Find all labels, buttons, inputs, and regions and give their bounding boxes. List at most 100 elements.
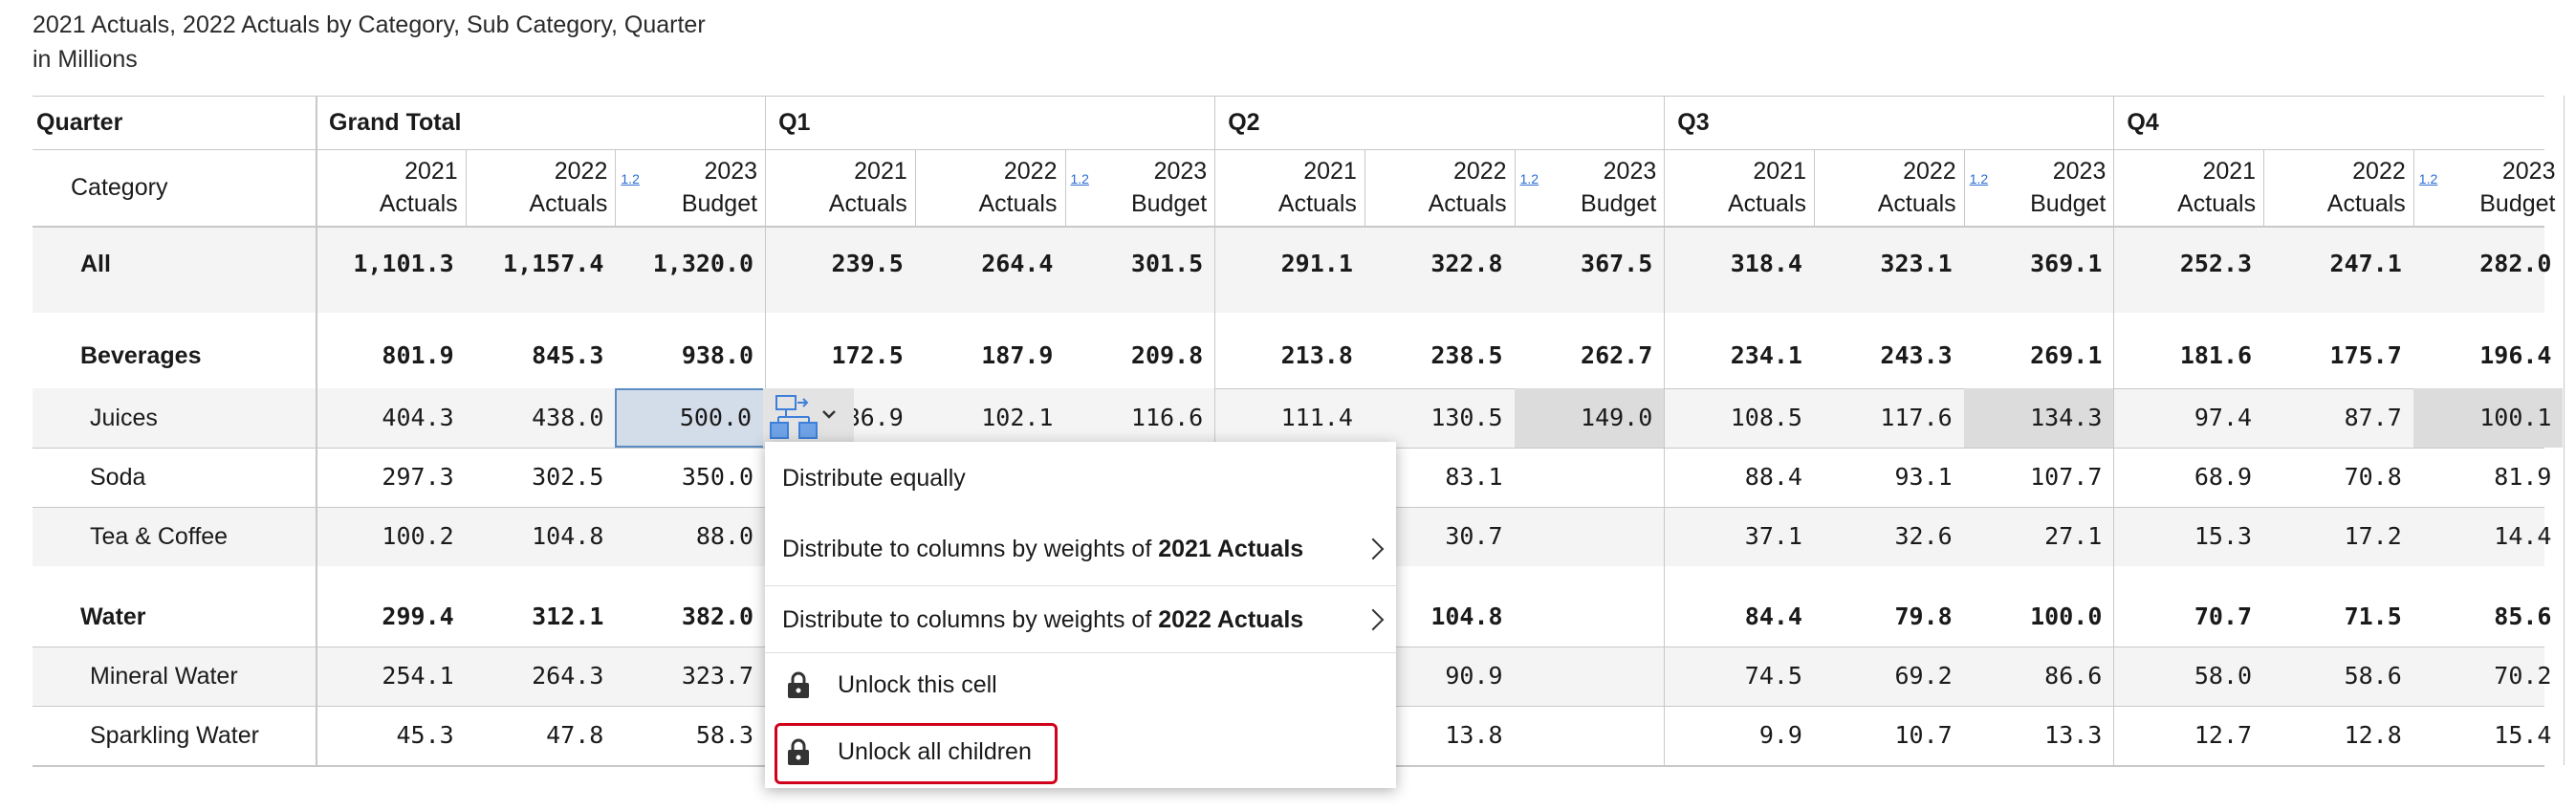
cell-action-toolbar[interactable]: [763, 388, 854, 448]
data-cell[interactable]: 291.1: [1280, 250, 1353, 277]
data-cell[interactable]: 14.4: [2494, 522, 2552, 550]
scale-badge[interactable]: 1.2: [2418, 171, 2438, 186]
data-cell[interactable]: 196.4: [2479, 341, 2552, 369]
data-cell[interactable]: 187.9: [981, 341, 1054, 369]
data-cell[interactable]: 247.1: [2329, 250, 2402, 277]
data-cell[interactable]: 70.8: [2344, 463, 2402, 491]
data-cell[interactable]: 15.3: [2194, 522, 2253, 550]
data-cell[interactable]: 938.0: [681, 341, 754, 369]
data-cell[interactable]: 322.8: [1430, 250, 1503, 277]
data-cell[interactable]: 243.3: [1880, 341, 1953, 369]
data-cell[interactable]: 70.7: [2194, 603, 2253, 630]
measure-header[interactable]: 2023 Budget: [1065, 151, 1215, 224]
data-cell[interactable]: 264.4: [981, 250, 1054, 277]
data-cell[interactable]: 301.5: [1130, 250, 1204, 277]
data-cell[interactable]: 97.4: [2194, 404, 2253, 431]
data-cell[interactable]: 262.7: [1581, 341, 1653, 369]
data-cell[interactable]: 81.9: [2494, 463, 2552, 491]
menu-item[interactable]: Distribute equally: [765, 449, 1396, 507]
row-label[interactable]: Sparkling Water: [90, 722, 259, 749]
data-cell[interactable]: 88.4: [1744, 463, 1802, 491]
row-label[interactable]: Soda: [90, 464, 146, 491]
measure-header[interactable]: 2022 Actuals: [915, 151, 1065, 224]
data-cell[interactable]: 107.7: [2030, 463, 2103, 491]
measure-header[interactable]: 2023 Budget: [615, 151, 765, 224]
data-cell[interactable]: 47.8: [546, 721, 604, 749]
data-cell[interactable]: 90.9: [1445, 662, 1503, 690]
data-cell[interactable]: 318.4: [1730, 250, 1802, 277]
data-cell[interactable]: 32.6: [1894, 522, 1953, 550]
data-cell[interactable]: 9.9: [1758, 721, 1802, 749]
row-label[interactable]: Mineral Water: [90, 663, 238, 690]
scale-badge[interactable]: 1.2: [621, 171, 640, 186]
data-cell[interactable]: 13.8: [1445, 721, 1503, 749]
data-cell[interactable]: 58.6: [2344, 662, 2402, 690]
quarter-header[interactable]: Q1: [778, 109, 811, 136]
quarter-dimension-label[interactable]: Quarter: [36, 109, 123, 136]
data-cell[interactable]: 68.9: [2194, 463, 2253, 491]
quarter-header[interactable]: Q4: [2127, 109, 2159, 136]
scale-badge[interactable]: 1.2: [1519, 171, 1539, 186]
measure-header[interactable]: 2021 Actuals: [316, 151, 466, 224]
quarter-header[interactable]: Q2: [1228, 109, 1260, 136]
data-cell[interactable]: 130.5: [1430, 404, 1503, 431]
data-cell[interactable]: 297.3: [382, 463, 454, 491]
row-label[interactable]: Tea & Coffee: [90, 523, 229, 550]
data-cell[interactable]: 238.5: [1430, 341, 1503, 369]
measure-header[interactable]: 2023 Budget: [2413, 151, 2564, 224]
data-cell[interactable]: 85.6: [2494, 603, 2552, 630]
menu-item[interactable]: Unlock this cell: [765, 656, 1396, 713]
data-cell[interactable]: 27.1: [2044, 522, 2103, 550]
menu-item[interactable]: Distribute to columns by weights of 2021…: [765, 518, 1396, 580]
data-cell[interactable]: 45.3: [396, 721, 454, 749]
data-cell[interactable]: 312.1: [532, 603, 604, 630]
data-cell[interactable]: 108.5: [1730, 404, 1802, 431]
data-cell[interactable]: 134.3: [1963, 388, 2114, 448]
row-label[interactable]: All: [80, 251, 111, 277]
data-cell[interactable]: 15.4: [2494, 721, 2552, 749]
data-cell[interactable]: 149.0: [1514, 388, 1665, 448]
data-cell[interactable]: 116.6: [1130, 404, 1204, 431]
data-cell[interactable]: 100.0: [2030, 603, 2103, 630]
measure-header[interactable]: 2022 Actuals: [466, 151, 616, 224]
quarter-header[interactable]: Q3: [1677, 109, 1710, 136]
measure-header[interactable]: 2023 Budget: [1515, 151, 1665, 224]
data-cell[interactable]: 264.3: [532, 662, 604, 690]
menu-item[interactable]: Distribute to columns by weights of 2022…: [765, 589, 1396, 650]
measure-header[interactable]: 2022 Actuals: [1814, 151, 1964, 224]
menu-item[interactable]: Unlock all children: [765, 723, 1396, 784]
data-cell[interactable]: 172.5: [831, 341, 904, 369]
data-cell[interactable]: 239.5: [831, 250, 904, 277]
data-cell[interactable]: 100.2: [382, 522, 454, 550]
data-cell[interactable]: 10.7: [1894, 721, 1953, 749]
data-cell[interactable]: 37.1: [1744, 522, 1802, 550]
data-cell[interactable]: 1,320.0: [652, 250, 754, 277]
data-cell[interactable]: 58.3: [695, 721, 754, 749]
data-cell[interactable]: 845.3: [532, 341, 604, 369]
data-cell[interactable]: 269.1: [2030, 341, 2103, 369]
data-cell[interactable]: 102.1: [981, 404, 1054, 431]
data-cell[interactable]: 181.6: [2179, 341, 2253, 369]
data-cell[interactable]: 86.9: [845, 404, 904, 431]
data-cell[interactable]: 350.0: [681, 463, 754, 491]
data-cell[interactable]: 88.0: [695, 522, 754, 550]
data-cell[interactable]: 254.1: [382, 662, 454, 690]
row-label[interactable]: Water: [80, 603, 146, 630]
data-cell[interactable]: 252.3: [2179, 250, 2253, 277]
data-cell[interactable]: 234.1: [1730, 341, 1802, 369]
data-cell[interactable]: 111.4: [1280, 404, 1353, 431]
data-cell[interactable]: 93.1: [1894, 463, 1953, 491]
data-cell[interactable]: 83.1: [1445, 463, 1503, 491]
selected-cell[interactable]: 500.0: [615, 388, 766, 448]
data-cell[interactable]: 175.7: [2329, 341, 2402, 369]
data-cell[interactable]: 1,157.4: [503, 250, 604, 277]
data-cell[interactable]: 801.9: [382, 341, 454, 369]
row-label[interactable]: Beverages: [80, 342, 202, 369]
data-cell[interactable]: 30.7: [1445, 522, 1503, 550]
data-cell[interactable]: 74.5: [1744, 662, 1802, 690]
data-cell[interactable]: 117.6: [1880, 404, 1953, 431]
data-cell[interactable]: 213.8: [1280, 341, 1353, 369]
data-cell[interactable]: 323.7: [681, 662, 754, 690]
data-cell[interactable]: 71.5: [2344, 603, 2402, 630]
measure-header[interactable]: 2021 Actuals: [765, 151, 915, 224]
